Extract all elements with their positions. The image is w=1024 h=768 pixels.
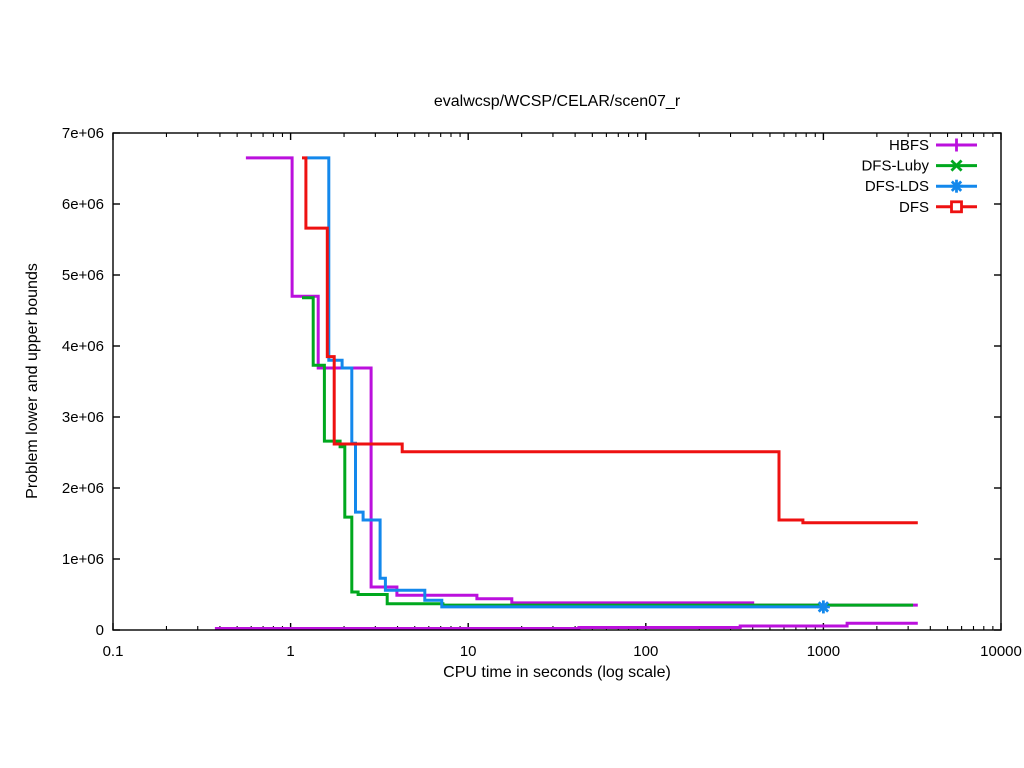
series-dfs-line [302,156,918,525]
legend-entry-dfs: DFS [899,199,977,216]
series-dfs-luby-line [302,296,914,607]
square-marker [950,200,963,214]
legend-label-dfs-luby: DFS-Luby [861,158,929,175]
y-tick-label-4: 4e+06 [62,338,104,355]
series-dfs-luby [302,296,914,607]
x-axis-ticks: 0.1 1 10 100 1000 10000 [103,133,1022,660]
x-tick-label-1: 1 [286,643,294,660]
y-tick-label-3: 3e+06 [62,409,104,426]
series-hbfs-upper-line [245,156,918,607]
y-axis-title: Problem lower and upper bounds [24,263,41,499]
x-tick-label-0: 0.1 [103,643,124,660]
x-tick-label-2: 10 [460,643,477,660]
x-axis-minor-ticks [165,133,994,630]
y-tick-label-2: 2e+06 [62,480,104,497]
y-tick-label-5: 5e+06 [62,267,104,284]
legend-label-dfs: DFS [899,199,929,216]
star-marker [950,179,963,193]
chart-title: evalwcsp/WCSP/CELAR/scen07_r [433,93,681,110]
legend-label-hbfs-upper: HBFS [889,137,929,154]
series-hbfs-lower-line [214,621,918,630]
series-hbfs-upper [245,156,918,607]
y-tick-label-6: 6e+06 [62,196,104,213]
series-dfs [302,156,918,525]
series-hbfs-lower [214,621,918,630]
x-tick-label-3: 100 [633,643,658,660]
legend-entry-dfs-lds: DFS-LDS [865,178,977,195]
series-dfs-lds-line [306,156,824,609]
legend-entry-dfs-luby: DFS-Luby [861,158,977,175]
series-dfs-lds [306,156,830,614]
y-axis-ticks: 0 1e+06 2e+06 3e+06 4e+06 5e+06 6e+06 7e+06 [62,125,1001,639]
x-tick-label-4: 1000 [807,643,840,660]
y-tick-label-0: 0 [96,622,104,639]
plot-frame [112,132,1002,631]
x-axis-title: CPU time in seconds (log scale) [443,664,671,681]
legend: HBFS DFS-Luby DFS-LDS DFS [861,137,977,216]
plus-marker [950,138,963,152]
y-tick-label-1: 1e+06 [62,551,104,568]
cross-marker [950,159,963,172]
legend-entry-hbfs-upper: HBFS [889,137,977,154]
x-tick-label-5: 10000 [980,643,1022,660]
legend-label-dfs-lds: DFS-LDS [865,178,929,195]
star-marker [816,600,830,614]
y-tick-label-7: 7e+06 [62,125,104,142]
